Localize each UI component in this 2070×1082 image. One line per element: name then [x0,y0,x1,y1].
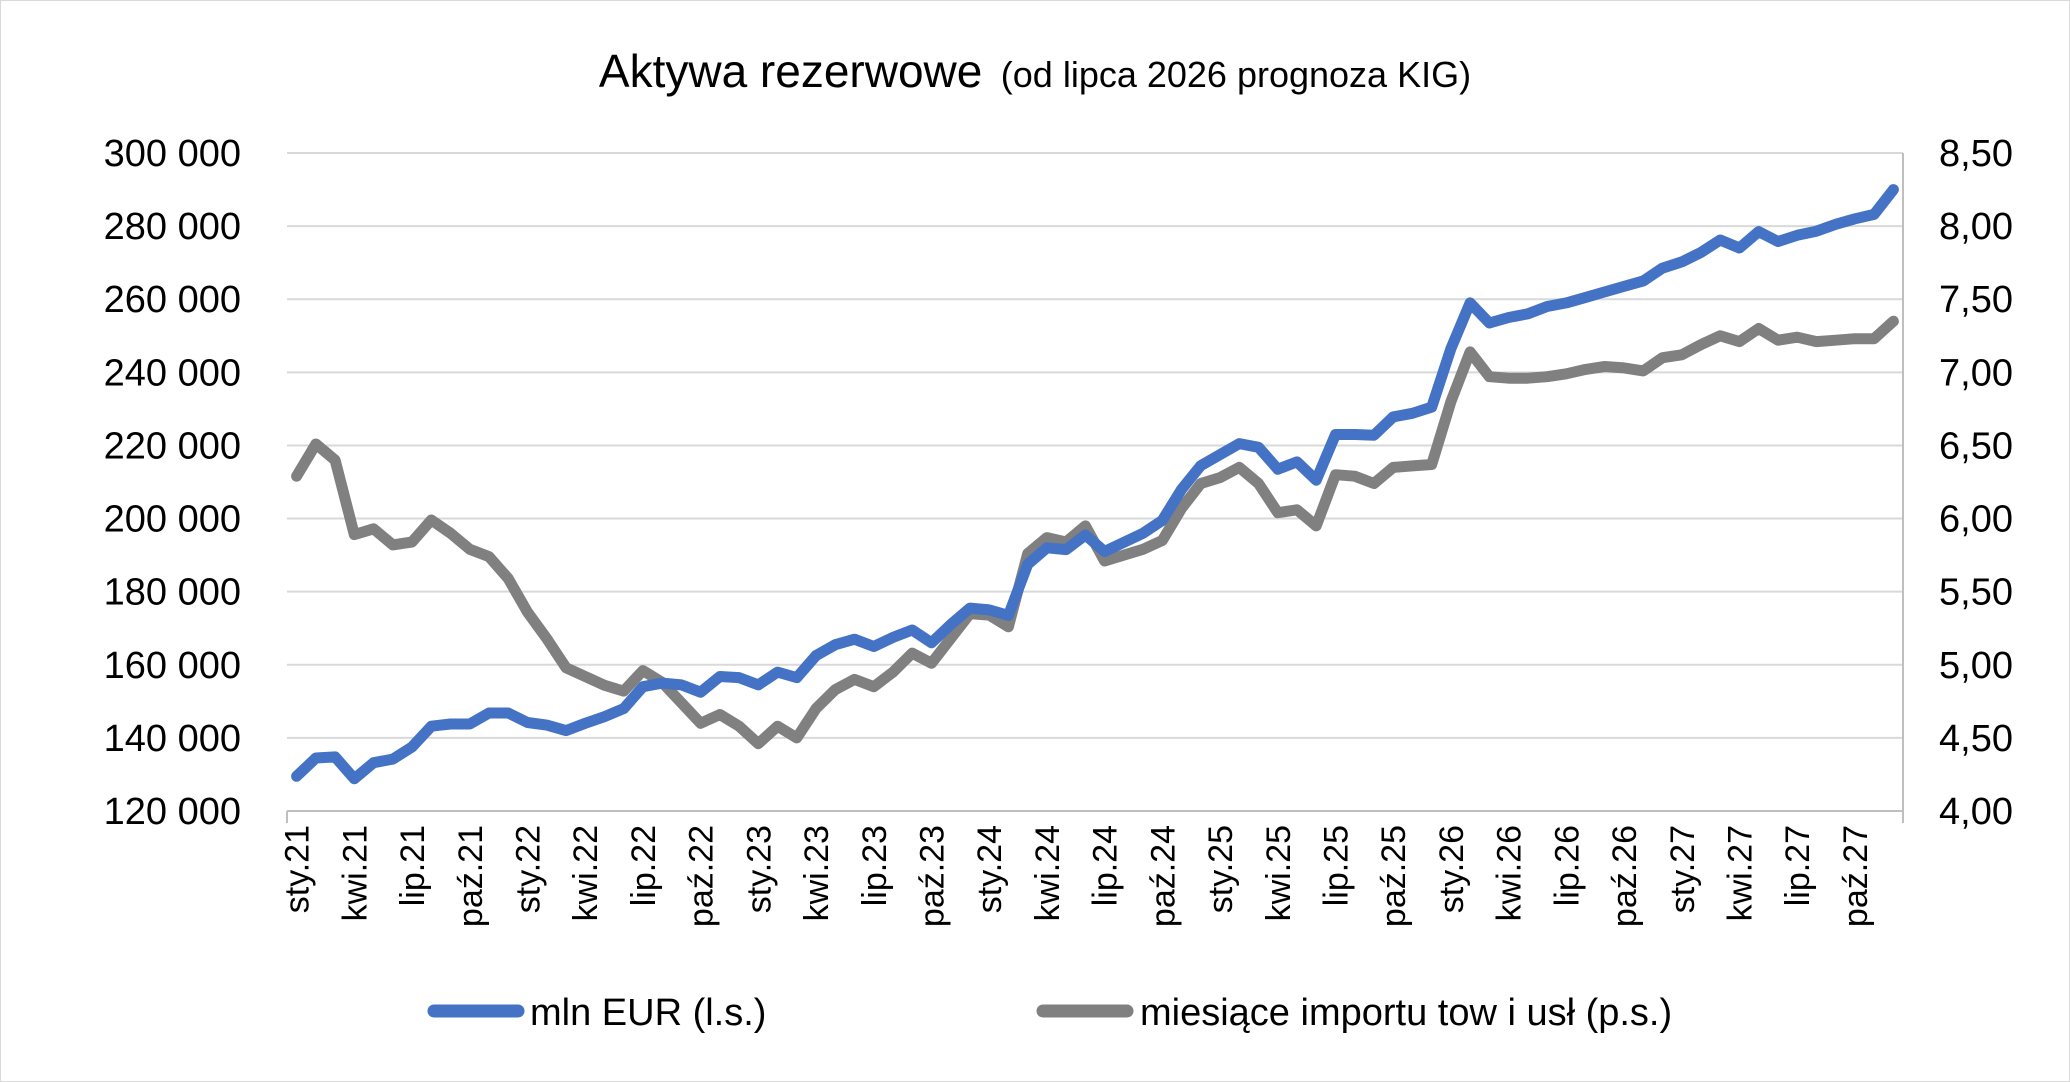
x-tick-label: paź.22 [683,825,721,927]
legend: mln EUR (l.s.) miesiące importu tow i us… [427,992,1672,1034]
y-right-tick-label: 4,50 [1939,718,2013,760]
x-tick-label: kwi.21 [336,825,374,921]
y-right-tick-label: 7,00 [1939,352,2013,394]
y-right-tick-label: 6,00 [1939,499,2013,541]
series-line-miesiace-importu [291,315,1899,750]
y-left-tick-label: 160 000 [104,645,241,687]
x-tick-label: kwi.26 [1491,825,1529,921]
x-tick-label: kwi.22 [567,825,605,921]
y-right-tick-label: 5,00 [1939,645,2013,687]
x-tick-label: paź.23 [913,825,951,927]
x-tick-label: kwi.23 [798,825,836,921]
y-left-tick-label: 240 000 [104,352,241,394]
y-left-tick-label: 260 000 [104,279,241,321]
x-tick-label: kwi.27 [1721,825,1759,921]
x-tick-label: sty.26 [1433,825,1471,913]
x-tick-label: sty.23 [740,825,778,913]
y-right-tick-label: 8,00 [1939,206,2013,248]
x-tick-label: lip.21 [394,825,432,906]
y-left-tick-label: 220 000 [104,425,241,467]
y-right-tick-label: 6,50 [1939,425,2013,467]
chart-title-main: Aktywa rezerwowe [599,45,982,97]
y-right-tick-label: 7,50 [1939,279,2013,321]
series-line-mln-eur [291,184,1899,785]
y-left-tick-label: 200 000 [104,499,241,541]
x-tick-label: lip.26 [1548,825,1586,906]
gridlines [287,152,1903,739]
x-tick-label: paź.21 [452,825,490,927]
y-left-tick-label: 280 000 [104,206,241,248]
legend-label-miesiace-importu: miesiące importu tow i usł (p.s.) [1140,992,1672,1034]
y-left-tick-label: 300 000 [104,133,241,175]
x-tick-label: kwi.25 [1260,825,1298,921]
legend-label-mln-eur: mln EUR (l.s.) [530,992,766,1034]
x-axis-labels: sty.21 kwi.21 lip.21 paź.21 sty.22 kwi.22 lip.… [279,825,1875,927]
x-tick-label: sty.24 [971,825,1009,913]
chart-title: Aktywa rezerwowe (od lipca 2026 prognoza… [599,45,1471,97]
y-axis-right-labels: 4,00 4,50 5,00 5,50 6,00 6,50 7,00 7,50 8,00 8,50 [1939,133,2013,833]
series-lines [291,184,1899,785]
x-tick-label: lip.23 [856,825,894,906]
y-left-tick-label: 120 000 [104,791,241,833]
x-tick-label: lip.27 [1779,825,1817,906]
x-tick-label: sty.21 [279,825,317,913]
chart-title-subtitle: (od lipca 2026 prognoza KIG) [1001,54,1471,95]
y-left-tick-label: 140 000 [104,718,241,760]
x-tick-label: sty.22 [509,825,547,913]
y-right-tick-label: 5,50 [1939,572,2013,614]
y-left-tick-label: 180 000 [104,572,241,614]
x-tick-label: paź.27 [1837,825,1875,927]
axes [286,153,1904,823]
x-tick-label: paź.25 [1375,825,1413,927]
x-tick-label: paź.24 [1144,825,1182,927]
x-tick-label: paź.26 [1606,825,1644,927]
x-tick-label: lip.25 [1317,825,1355,906]
y-right-tick-label: 4,00 [1939,791,2013,833]
y-right-tick-label: 8,50 [1939,133,2013,175]
x-tick-label: kwi.24 [1029,825,1067,921]
x-tick-label: sty.25 [1202,825,1240,913]
y-axis-left-labels: 120 000 140 000 160 000 180 000 200 000 220 0… [104,133,241,833]
x-tick-label: lip.24 [1087,825,1125,906]
x-tick-label: lip.22 [625,825,663,906]
x-tick-label: sty.27 [1664,825,1702,913]
